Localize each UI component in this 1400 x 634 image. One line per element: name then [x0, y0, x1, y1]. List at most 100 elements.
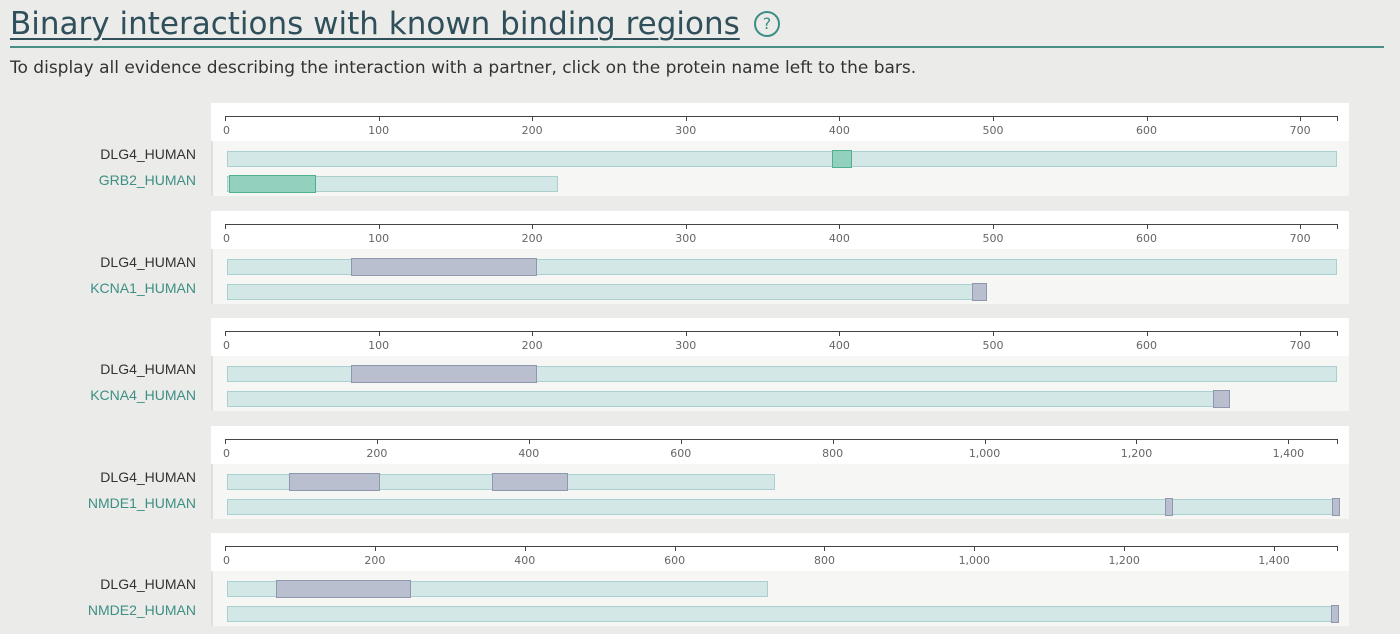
partner-protein-link[interactable]: NMDE1_HUMAN [87, 495, 196, 511]
axis-tick [225, 439, 226, 444]
axis-tick [1300, 224, 1302, 229]
axis-end-tick [1337, 116, 1338, 121]
page-title: Binary interactions with known binding r… [10, 6, 740, 42]
axis-tick-label: 100 [368, 339, 390, 352]
axis-tick-label: 400 [518, 447, 540, 460]
axis-tick [524, 546, 526, 551]
axis-tick-label: 200 [364, 554, 386, 567]
binding-region[interactable] [351, 365, 538, 383]
axis-tick-label: 700 [1289, 124, 1311, 137]
axis-tick-label: 500 [982, 232, 1004, 245]
sequence-track [227, 151, 1337, 167]
axis-tick [378, 331, 380, 336]
partner-protein-link[interactable]: GRB2_HUMAN [98, 172, 196, 188]
axis-end-tick [1337, 224, 1338, 229]
axis-tick-label: 800 [813, 554, 835, 567]
primary-protein-name: DLG4_HUMAN [100, 576, 196, 592]
axis-tick [374, 546, 376, 551]
axis-tick [974, 546, 976, 551]
axis-tick [528, 439, 530, 444]
axis-tick-label: 700 [1289, 339, 1311, 352]
partner-protein-link[interactable]: KCNA1_HUMAN [90, 280, 196, 296]
axis-tick [680, 439, 682, 444]
axis-tick [225, 546, 226, 551]
axis-tick [378, 224, 380, 229]
axis-tick-label: 1,200 [1120, 447, 1153, 460]
axis-line [225, 331, 1337, 332]
binding-region[interactable] [275, 580, 412, 598]
binding-region[interactable] [288, 473, 381, 491]
axis-tick-label: 600 [1136, 124, 1158, 137]
axis-tick [839, 224, 841, 229]
axis-tick [1146, 116, 1148, 121]
axis-tick-label: 200 [366, 447, 388, 460]
interaction-panel: 0 100 200 300 400 500 600 700 DLG4_HUMAN KCNA4_HU… [0, 318, 1400, 411]
axis-tick-label: 1,000 [958, 554, 991, 567]
axis-tick-label: 200 [521, 232, 543, 245]
axis-tick [1136, 439, 1138, 444]
axis-line [225, 224, 1337, 225]
axis-tick [532, 331, 534, 336]
axis-tick [685, 116, 687, 121]
axis-end-tick [1337, 331, 1338, 336]
axis-tick-label: 0 [223, 447, 230, 460]
partner-protein-link[interactable]: KCNA4_HUMAN [90, 387, 196, 403]
primary-protein-name: DLG4_HUMAN [100, 146, 196, 162]
axis-tick-label: 500 [982, 124, 1004, 137]
scale-axis: 0 100 200 300 400 500 600 700 [211, 318, 1349, 356]
axis-tick-label: 600 [664, 554, 686, 567]
binding-region[interactable] [1165, 498, 1174, 516]
interaction-panel: 0 100 200 300 400 500 600 700 DLG4_HUMAN GRB2_HUM… [0, 103, 1400, 196]
axis-tick-label: 0 [223, 124, 230, 137]
axis-tick-label: 1,200 [1108, 554, 1140, 567]
axis-tick [225, 331, 226, 336]
axis-tick-label: 200 [521, 124, 543, 137]
sequence-track [227, 391, 1228, 407]
binding-region[interactable] [1332, 498, 1341, 516]
binding-region[interactable] [1213, 390, 1230, 408]
axis-tick-label: 400 [828, 124, 850, 137]
axis-tick-label: 100 [368, 232, 390, 245]
axis-tick [674, 546, 676, 551]
axis-tick [1300, 116, 1302, 121]
axis-tick-label: 400 [828, 232, 850, 245]
scale-axis: 0 100 200 300 400 500 600 700 [211, 211, 1349, 249]
axis-tick [839, 116, 841, 121]
binding-region[interactable] [832, 150, 853, 168]
axis-tick-label: 600 [1136, 339, 1158, 352]
axis-tick [685, 331, 687, 336]
axis-end-tick [1337, 546, 1338, 551]
binding-region[interactable] [228, 175, 317, 193]
binding-region[interactable] [492, 473, 569, 491]
axis-tick [992, 331, 994, 336]
axis-tick-label: 200 [521, 339, 543, 352]
axis-tick [225, 224, 226, 229]
axis-tick-label: 1,400 [1272, 447, 1305, 460]
partner-protein-link[interactable]: NMDE2_HUMAN [87, 602, 196, 618]
axis-tick-label: 100 [368, 124, 390, 137]
axis-tick [824, 546, 826, 551]
question-circle-icon[interactable]: ? [754, 11, 780, 37]
axis-tick [376, 439, 378, 444]
binding-region[interactable] [1330, 605, 1339, 623]
axis-tick-label: 400 [514, 554, 536, 567]
binding-region[interactable] [971, 283, 988, 301]
binding-region[interactable] [351, 258, 538, 276]
axis-tick [984, 439, 986, 444]
axis-tick-label: 500 [982, 339, 1004, 352]
axis-tick [685, 224, 687, 229]
section-header: Binary interactions with known binding r… [10, 4, 1384, 48]
scale-axis: 0 200 400 600 800 1,000 1,200 1,400 [211, 533, 1349, 571]
axis-tick-label: 600 [1136, 232, 1158, 245]
axis-tick [992, 116, 994, 121]
axis-tick-label: 300 [675, 124, 697, 137]
axis-tick-label: 1,000 [968, 447, 1001, 460]
axis-tick [839, 331, 841, 336]
axis-tick-label: 0 [223, 554, 230, 567]
axis-tick [532, 224, 534, 229]
axis-tick-label: 0 [223, 339, 230, 352]
axis-tick-label: 700 [1289, 232, 1311, 245]
interaction-panel: 0 200 400 600 800 1,000 1,200 1,400 DLG4_HUMAN NM… [0, 533, 1400, 626]
axis-tick-label: 300 [675, 339, 697, 352]
primary-protein-name: DLG4_HUMAN [100, 361, 196, 377]
